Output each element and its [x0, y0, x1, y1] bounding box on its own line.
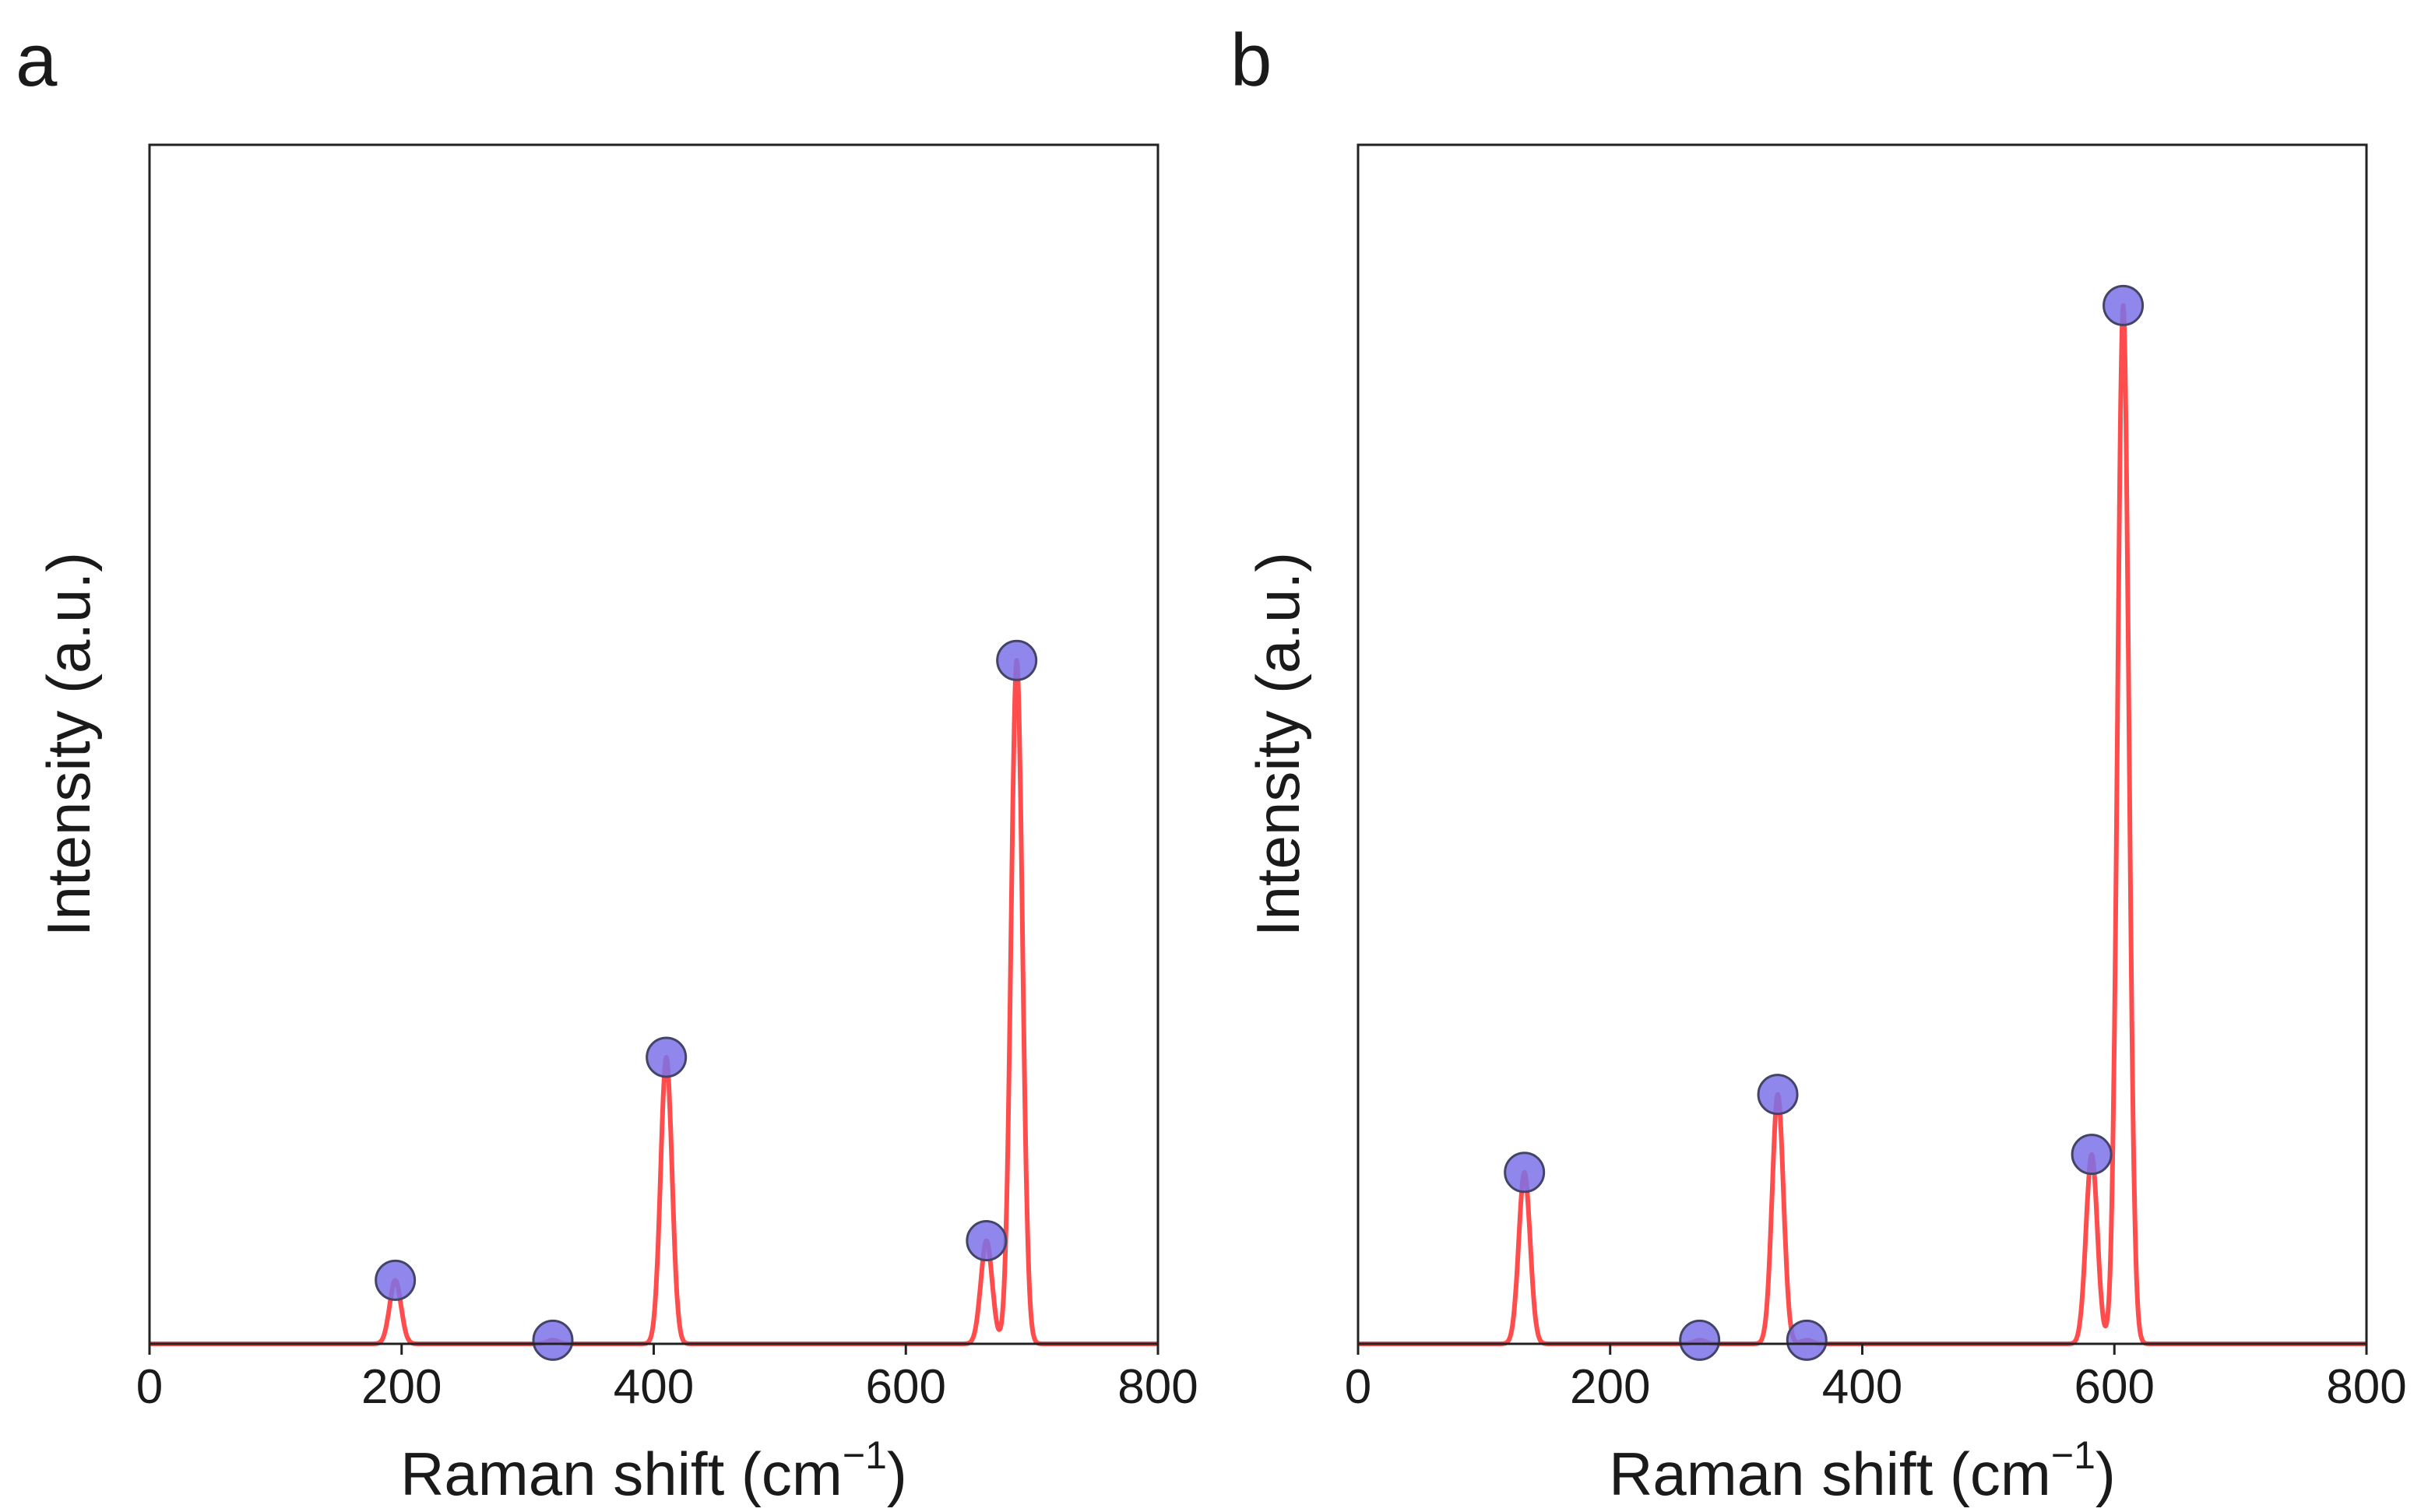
peak-marker-b-3 — [1757, 1074, 1799, 1116]
peak-marker-a-2 — [532, 1319, 574, 1361]
x-tick-label-b-800: 800 — [2326, 1360, 2406, 1414]
x-tick-label-b-600: 600 — [2074, 1360, 2155, 1414]
x-ticks-a: 0 200 400 600 800 — [136, 1344, 1198, 1414]
panel-a: a 0 200 400 600 800 Raman shift (cm−1) Inten… — [16, 19, 1198, 1508]
peak-marker-a-3 — [646, 1036, 688, 1078]
x-tick-label-b-200: 200 — [1570, 1360, 1650, 1414]
x-tick-label-a-600: 600 — [866, 1360, 946, 1414]
peak-marker-b-6 — [2103, 284, 2145, 326]
panel-a-marks — [147, 639, 1160, 1361]
spectrum-line-b — [1356, 303, 2369, 1346]
panel-b-marks — [1356, 284, 2369, 1361]
peak-marker-b-1 — [1504, 1152, 1546, 1194]
x-axis-label-a: Raman shift (cm−1) — [400, 1433, 907, 1508]
panel-b: b 0 200 400 600 800 Raman shift (cm−1) Inten… — [1230, 19, 2407, 1508]
x-ticks-b: 0 200 400 600 800 — [1345, 1344, 2407, 1414]
peak-marker-a-4 — [966, 1220, 1008, 1262]
peak-marker-b-5 — [2071, 1134, 2113, 1176]
peak-marker-b-4 — [1786, 1319, 1828, 1361]
x-tick-label-a-800: 800 — [1117, 1360, 1198, 1414]
panel-label-b: b — [1230, 19, 1272, 102]
x-tick-label-a-0: 0 — [136, 1360, 163, 1414]
x-tick-label-a-200: 200 — [361, 1360, 442, 1414]
y-axis-label-a: Intensity (a.u.) — [34, 552, 103, 937]
x-tick-label-b-400: 400 — [1822, 1360, 1902, 1414]
peak-marker-b-2 — [1679, 1319, 1721, 1361]
peak-marker-a-1 — [375, 1259, 417, 1301]
panel-label-a: a — [16, 19, 58, 102]
x-tick-label-b-0: 0 — [1345, 1360, 1371, 1414]
x-tick-label-a-400: 400 — [614, 1360, 694, 1414]
peak-marker-a-5 — [996, 639, 1038, 681]
x-axis-label-b: Raman shift (cm−1) — [1609, 1433, 2116, 1508]
y-axis-label-b: Intensity (a.u.) — [1244, 552, 1312, 937]
